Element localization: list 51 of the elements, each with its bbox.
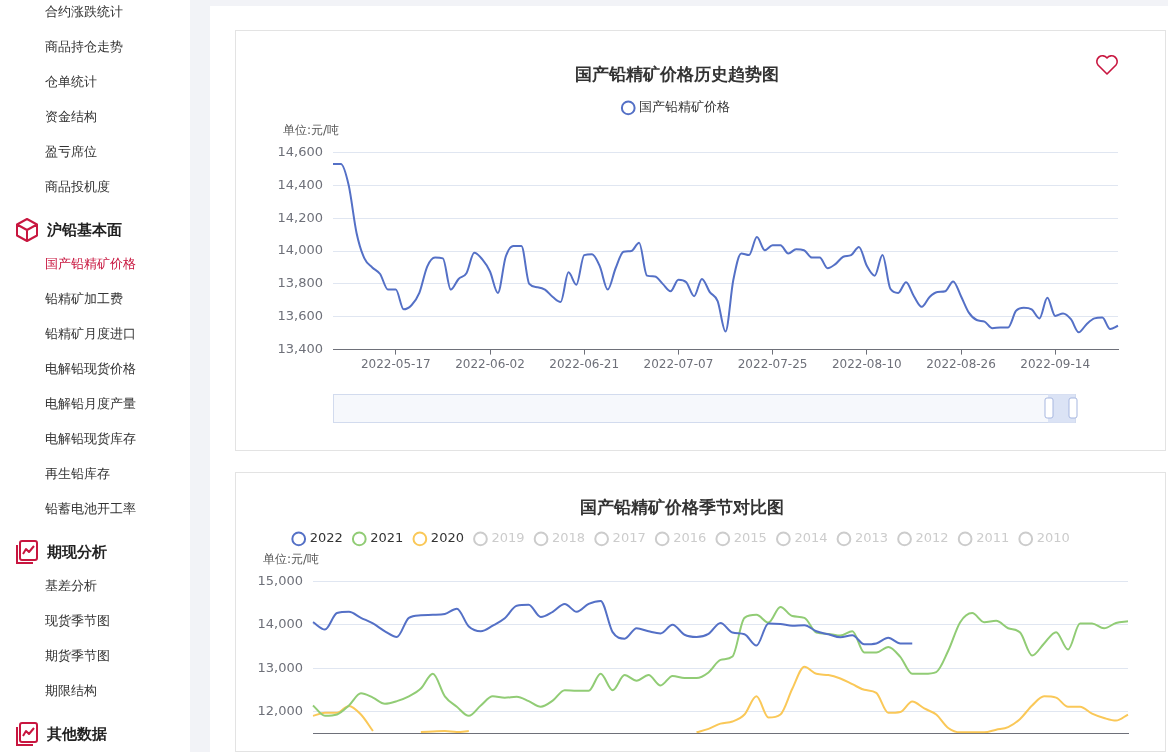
y-tick-label: 12,000 [257, 702, 303, 718]
text: 仓单统计 [45, 73, 97, 91]
text: 铅精矿加工费 [45, 290, 123, 308]
text: 国产铅精矿价格 [45, 255, 136, 273]
text: 现货季节图 [45, 612, 110, 630]
x-tick-label: 2022-06-02 [455, 356, 525, 371]
chart-title: 国产铅精矿价格历史趋势图 [575, 63, 779, 84]
x-tick-label: 2022-08-26 [926, 356, 996, 371]
text: 电解铅现货价格 [45, 360, 136, 378]
y-tick-label: 15,000 [257, 572, 303, 588]
text: 商品投机度 [45, 178, 110, 196]
line-series [312, 599, 914, 647]
legend-label: 2020 [430, 530, 464, 546]
text: 商品持仓走势 [45, 38, 123, 56]
legend-label: 国产铅精矿价格 [639, 99, 731, 115]
line-series [332, 162, 1119, 334]
text: 合约涨跌统计 [45, 3, 123, 21]
text: 基差分析 [45, 577, 97, 595]
text: 沪铅基本面 [47, 220, 122, 240]
y-tick-label: 14,600 [277, 143, 323, 159]
line-series [312, 605, 1129, 717]
text: 再生铅库存 [45, 465, 110, 483]
y-axis-title: 单位:元/吨 [263, 551, 320, 566]
x-tick-label: 2022-08-10 [831, 356, 902, 371]
x-tick-label: 2022-07-25 [737, 356, 808, 371]
x-tick-label: 2022-06-21 [549, 356, 620, 371]
text: 铅精矿月度进口 [45, 325, 136, 343]
legend-label: 2021 [370, 530, 404, 546]
y-tick-label: 14,200 [277, 209, 323, 225]
x-tick-label: 2022-05-17 [360, 356, 431, 371]
text: 期限结构 [45, 682, 97, 700]
y-axis-title: 单位:元/吨 [283, 122, 340, 137]
chart-title: 国产铅精矿价格季节对比图 [580, 496, 784, 517]
x-tick-label: 2022-09-14 [1020, 356, 1091, 371]
text: 资金结构 [45, 108, 97, 126]
y-tick-label: 14,000 [277, 242, 323, 258]
text: 其他数据 [47, 724, 107, 744]
y-tick-label: 13,800 [277, 275, 323, 291]
y-tick-label: 14,000 [257, 616, 303, 632]
text: 电解铅月度产量 [45, 395, 136, 413]
text: 期货季节图 [45, 647, 110, 665]
legend-label: 2022 [309, 530, 343, 546]
text: 电解铅现货库存 [45, 430, 136, 448]
y-tick-label: 14,400 [277, 176, 323, 192]
text: 期现分析 [47, 542, 107, 562]
x-tick-label: 2022-07-07 [643, 356, 714, 371]
text: 铅蓄电池开工率 [45, 500, 136, 518]
y-tick-label: 13,600 [277, 308, 323, 324]
y-tick-label: 13,400 [277, 340, 323, 356]
text: 盈亏席位 [45, 143, 97, 161]
y-tick-label: 13,000 [257, 659, 303, 675]
